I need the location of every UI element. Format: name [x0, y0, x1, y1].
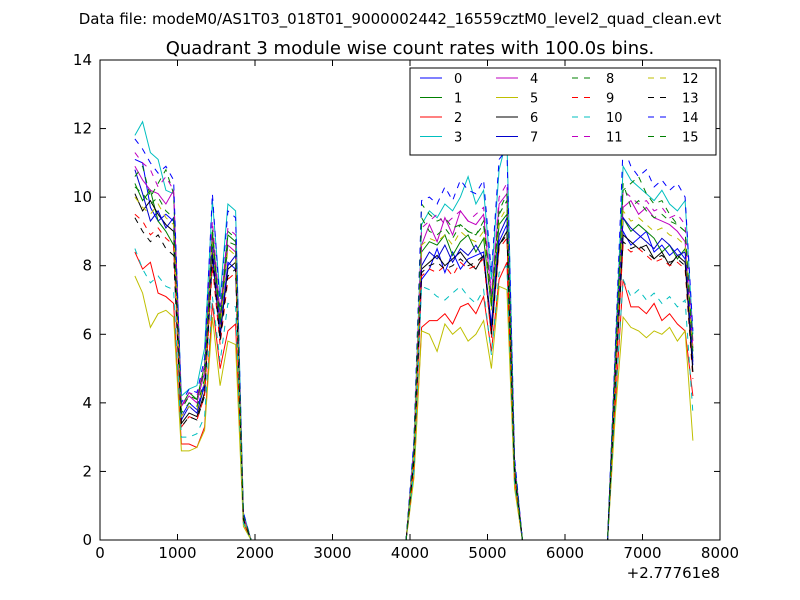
x-tick-label: 1000 — [158, 544, 196, 562]
legend-label: 8 — [606, 72, 614, 87]
y-tick-label: 4 — [82, 394, 92, 412]
legend-label: 3 — [454, 131, 462, 146]
y-tick-label: 12 — [73, 120, 92, 138]
legend-frame — [409, 67, 717, 156]
axes: 0 1000 2000 3000 4000 5000 6000 7000 80000246810… — [73, 51, 739, 562]
x-offset-label: +2.77761e8 — [627, 564, 720, 582]
legend-label: 6 — [530, 111, 538, 126]
y-tick-label: 6 — [82, 325, 92, 343]
x-tick-label: 0 — [95, 544, 105, 562]
series-line-15 — [134, 183, 694, 541]
legend-label: 14 — [682, 111, 699, 126]
legend-label: 4 — [530, 72, 538, 87]
series-layer — [134, 120, 694, 541]
y-tick-label: 2 — [82, 462, 92, 480]
x-tick-label: 5000 — [468, 544, 506, 562]
series-line-1 — [134, 183, 694, 541]
legend-label: 7 — [530, 131, 538, 146]
x-tick-label: 3000 — [313, 544, 351, 562]
legend-label: 10 — [606, 111, 623, 126]
legend-label: 11 — [606, 131, 623, 146]
legend-label: 0 — [454, 72, 462, 87]
x-tick-label: 8000 — [701, 544, 739, 562]
x-tick-label: 6000 — [546, 544, 584, 562]
legend-label: 5 — [530, 92, 538, 107]
legend-label: 1 — [454, 92, 462, 107]
x-tick-label: 4000 — [391, 544, 429, 562]
y-tick-label: 14 — [73, 51, 92, 69]
y-tick-label: 0 — [82, 531, 92, 549]
figure-suptitle: Data file: modeM0/AS1T03_018T01_90000024… — [79, 10, 722, 29]
legend-label: 9 — [606, 92, 614, 107]
legend-label: 15 — [682, 131, 699, 146]
x-tick-label: 7000 — [623, 544, 661, 562]
legend-label: 13 — [682, 92, 699, 107]
chart-title: Quadrant 3 module wise count rates with … — [166, 38, 655, 59]
y-tick-label: 10 — [73, 188, 92, 206]
y-tick-label: 8 — [82, 257, 92, 275]
x-tick-label: 2000 — [236, 544, 274, 562]
series-line-13 — [134, 217, 694, 541]
legend-label: 2 — [454, 111, 462, 126]
series-line-10 — [134, 248, 694, 541]
legend-label: 12 — [682, 72, 699, 87]
